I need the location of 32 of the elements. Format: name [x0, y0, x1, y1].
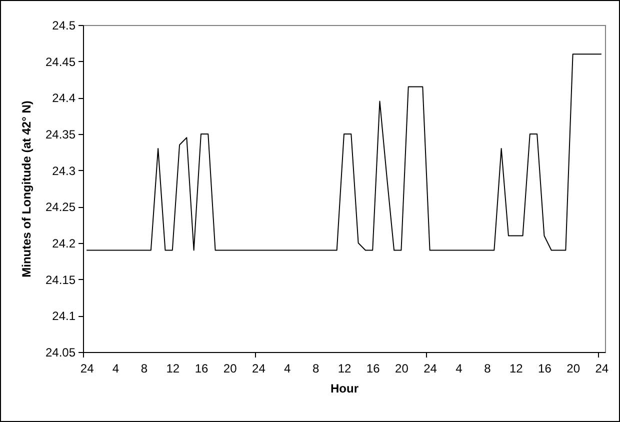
x-tick-label: 24 [595, 362, 609, 376]
x-tick-label: 12 [338, 362, 352, 376]
x-tick-label: 16 [366, 362, 380, 376]
y-tick-label: 24.15 [45, 272, 76, 287]
x-tick-label: 24 [252, 362, 266, 376]
x-tick-label: 12 [166, 362, 180, 376]
line-series [86, 54, 602, 251]
x-tick-label: 24 [424, 362, 438, 376]
x-tick-label: 24 [80, 362, 94, 376]
y-tick-label: 24.3 [52, 164, 76, 178]
x-tick-label: 20 [223, 362, 238, 376]
x-tick-label: 4 [284, 362, 291, 376]
x-tick-label: 8 [312, 362, 320, 376]
x-tick-label: 20 [566, 362, 580, 376]
y-tick-label: 24.05 [45, 346, 76, 360]
x-tick-label: 4 [456, 362, 463, 376]
y-tick-label: 24.25 [45, 200, 76, 214]
x-tick-label: 16 [538, 362, 552, 376]
y-tick-label: 24.4 [52, 91, 76, 106]
x-axis-title: Hour [330, 382, 359, 396]
y-tick-label: 24.1 [52, 309, 76, 324]
x-tick-label: 12 [509, 362, 524, 376]
y-tick-label: 24.5 [52, 18, 76, 32]
x-tick-label: 8 [484, 362, 492, 376]
y-tick-label: 24.35 [45, 128, 76, 142]
x-tick-label: 20 [395, 362, 409, 376]
y-tick-label: 24.45 [45, 54, 76, 69]
x-tick-label: 4 [112, 362, 120, 376]
y-tick-label: 24.2 [52, 236, 76, 250]
y-axis-title: Minutes of Longitude (at 42° N) [19, 100, 34, 278]
x-tick-label: 8 [140, 362, 148, 376]
x-tick-label: 16 [194, 362, 208, 376]
